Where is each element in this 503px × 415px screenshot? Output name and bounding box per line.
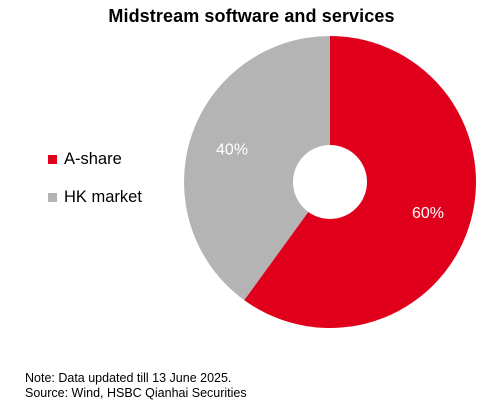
chart-title: Midstream software and services xyxy=(108,6,395,26)
legend: A-share HK market xyxy=(48,149,142,225)
donut-hole xyxy=(293,145,367,219)
legend-swatch-hk-market xyxy=(48,192,57,202)
legend-label-hk-market: HK market xyxy=(64,187,142,206)
legend-swatch-a-share xyxy=(48,154,57,164)
data-label-hk-market: 40% xyxy=(216,141,248,158)
data-label-a-share: 60% xyxy=(412,205,444,222)
legend-item-a-share: A-share xyxy=(48,149,142,169)
legend-label-a-share: A-share xyxy=(64,149,122,168)
data-labels-group: 60% 40% xyxy=(216,141,444,222)
slice-hk-market xyxy=(184,36,330,301)
note-text: Note: Data updated till 13 June 2025. xyxy=(25,371,232,385)
legend-item-hk-market: HK market xyxy=(48,187,142,207)
chart-notes: Note: Data updated till 13 June 2025. So… xyxy=(25,371,247,401)
source-text: Source: Wind, HSBC Qianhai Securities xyxy=(25,386,247,400)
